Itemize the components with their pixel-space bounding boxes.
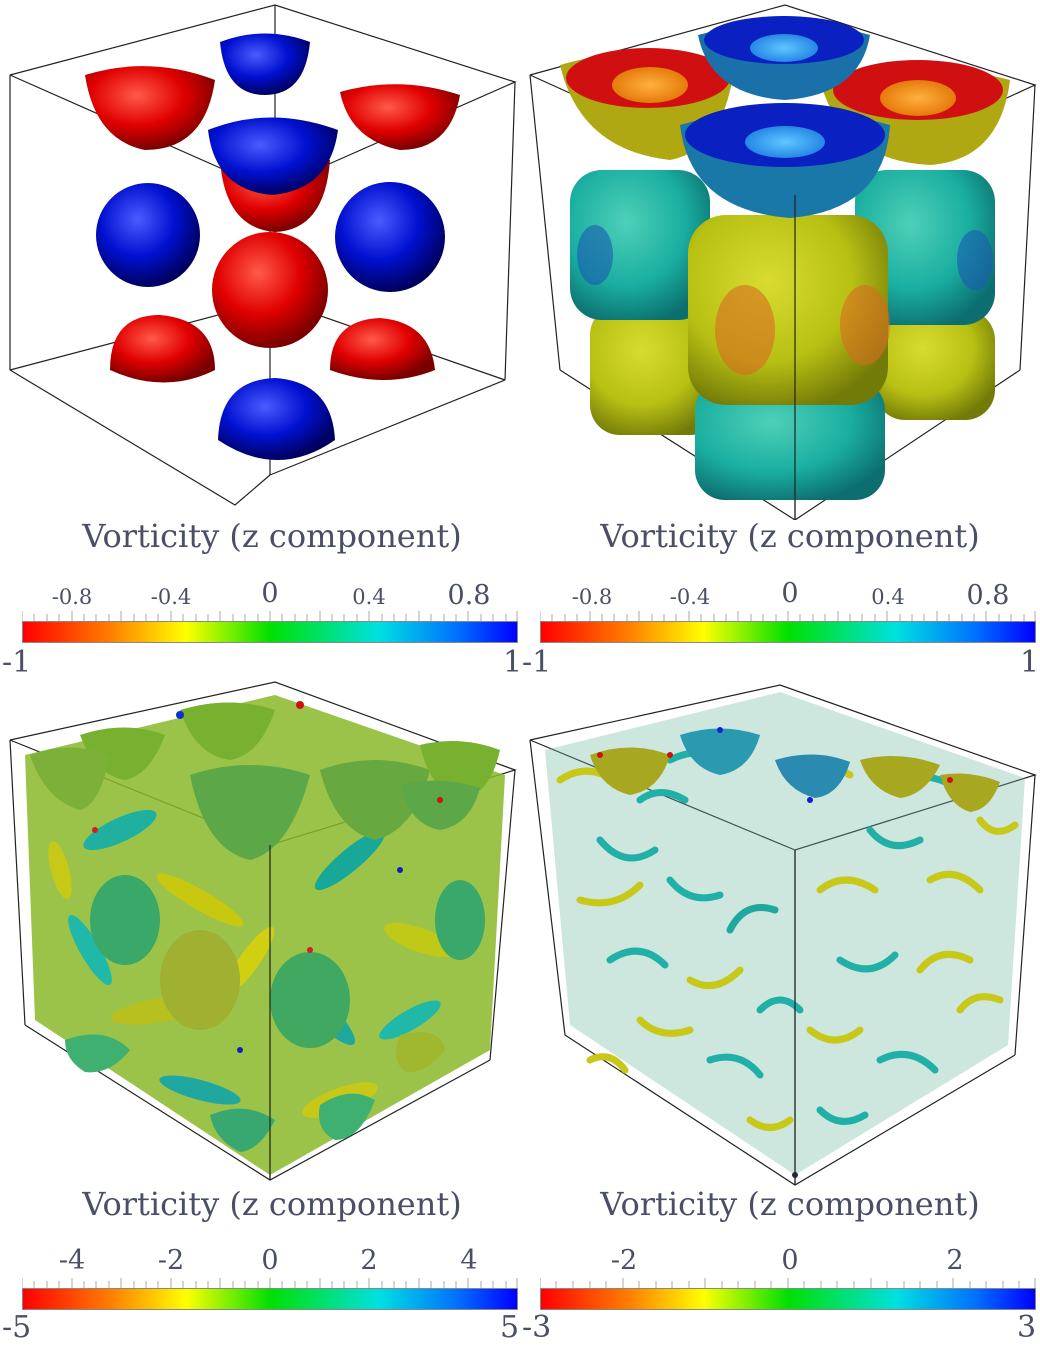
tick-label: 2 — [360, 1245, 378, 1276]
blue-core — [957, 230, 993, 290]
isosurface-render-4 — [529, 684, 1037, 1186]
colorbar — [540, 621, 1036, 643]
tick-label: 2 — [946, 1245, 964, 1276]
panel-top-left: Vorticity (z component) -0.8 -0.4 0 0.4 … — [0, 0, 523, 680]
colorbar-max-label: 3 — [1017, 1310, 1037, 1345]
colorbar-max-label: 1 — [1020, 645, 1040, 680]
blue-hemisphere — [218, 378, 335, 460]
tick-label: -0.4 — [150, 585, 192, 609]
isosurface-render-3 — [9, 681, 517, 1181]
colorbar-min-label: -1 — [2, 645, 32, 680]
tick-label: -0.8 — [51, 585, 93, 609]
lightblue-vortex-core — [750, 34, 818, 62]
tick-label: 0 — [261, 578, 279, 609]
cyan-vortex-block — [695, 380, 885, 500]
cyan-vortex-block — [855, 170, 995, 325]
tick-label: -0.4 — [669, 585, 711, 609]
panel-bottom-right: Vorticity (z component) -2 0 2 -3 3 — [520, 680, 1040, 1353]
yellow-vortex-block — [875, 310, 995, 420]
tick-label: -2 — [610, 1245, 638, 1276]
blue-sphere — [96, 183, 200, 287]
yellow-vortex-block — [590, 305, 720, 435]
tick-label: 0 — [261, 1245, 279, 1276]
tick-label: 0.8 — [447, 580, 491, 611]
vortex-bowls — [30, 702, 500, 1152]
colorbar-max-label: 5 — [500, 1310, 520, 1345]
red-hemisphere — [330, 318, 435, 380]
blue-sphere — [335, 182, 445, 292]
panel-bottom-left: Vorticity (z component) -4 -2 0 2 4 -5 5 — [0, 680, 520, 1353]
isosurface-render-2 — [529, 4, 1037, 520]
colorbar-ticks — [540, 611, 1036, 621]
orange-core — [840, 285, 890, 365]
colorbar-title: Vorticity (z component) — [600, 1185, 980, 1223]
tick-label: 4 — [460, 1245, 478, 1276]
panel-top-right: Vorticity (z component) -0.8 -0.4 0 0.4 … — [520, 0, 1040, 680]
cyan-vortex-block — [570, 170, 710, 320]
colorbar-ticks — [540, 1278, 1036, 1288]
tick-label: -4 — [58, 1245, 86, 1276]
tick-label: 0 — [781, 1245, 799, 1276]
colorbar-max-label: 1 — [503, 645, 523, 680]
colorbar-ticks — [22, 1278, 518, 1288]
blue-hemisphere — [208, 117, 338, 195]
colorbar-min-label: -3 — [522, 1310, 552, 1345]
tick-label: -2 — [157, 1245, 185, 1276]
colorbar-title: Vorticity (z component) — [600, 517, 980, 555]
colorbar-min-label: -5 — [2, 1310, 32, 1345]
lightblue-vortex-core — [745, 126, 825, 158]
vortex-bowls — [590, 728, 1000, 812]
orange-vortex-core — [612, 67, 688, 103]
red-hemisphere — [340, 84, 460, 150]
tick-label: 0.4 — [871, 585, 905, 609]
red-hemisphere — [110, 315, 215, 383]
tick-label: -0.8 — [571, 585, 613, 609]
red-sphere — [212, 232, 328, 348]
blue-hemisphere — [220, 33, 310, 95]
colorbar — [22, 621, 518, 643]
colorbar-ticks — [22, 611, 518, 621]
colorbar-title: Vorticity (z component) — [82, 1185, 462, 1223]
orange-core — [715, 285, 775, 375]
colorbar — [540, 1288, 1036, 1310]
isosurface-render-1 — [9, 4, 517, 506]
colorbar-title: Vorticity (z component) — [82, 517, 462, 555]
colorbar — [22, 1288, 518, 1310]
orange-vortex-core — [880, 80, 956, 116]
vortex-cores — [92, 701, 443, 1053]
red-hemisphere — [85, 66, 215, 150]
tick-label: 0.4 — [352, 585, 386, 609]
tick-label: 0 — [781, 578, 799, 609]
blue-core — [577, 225, 613, 285]
colorbar-min-label: -1 — [522, 645, 552, 680]
tick-label: 0.8 — [966, 580, 1010, 611]
vortex-cores — [597, 727, 953, 1178]
